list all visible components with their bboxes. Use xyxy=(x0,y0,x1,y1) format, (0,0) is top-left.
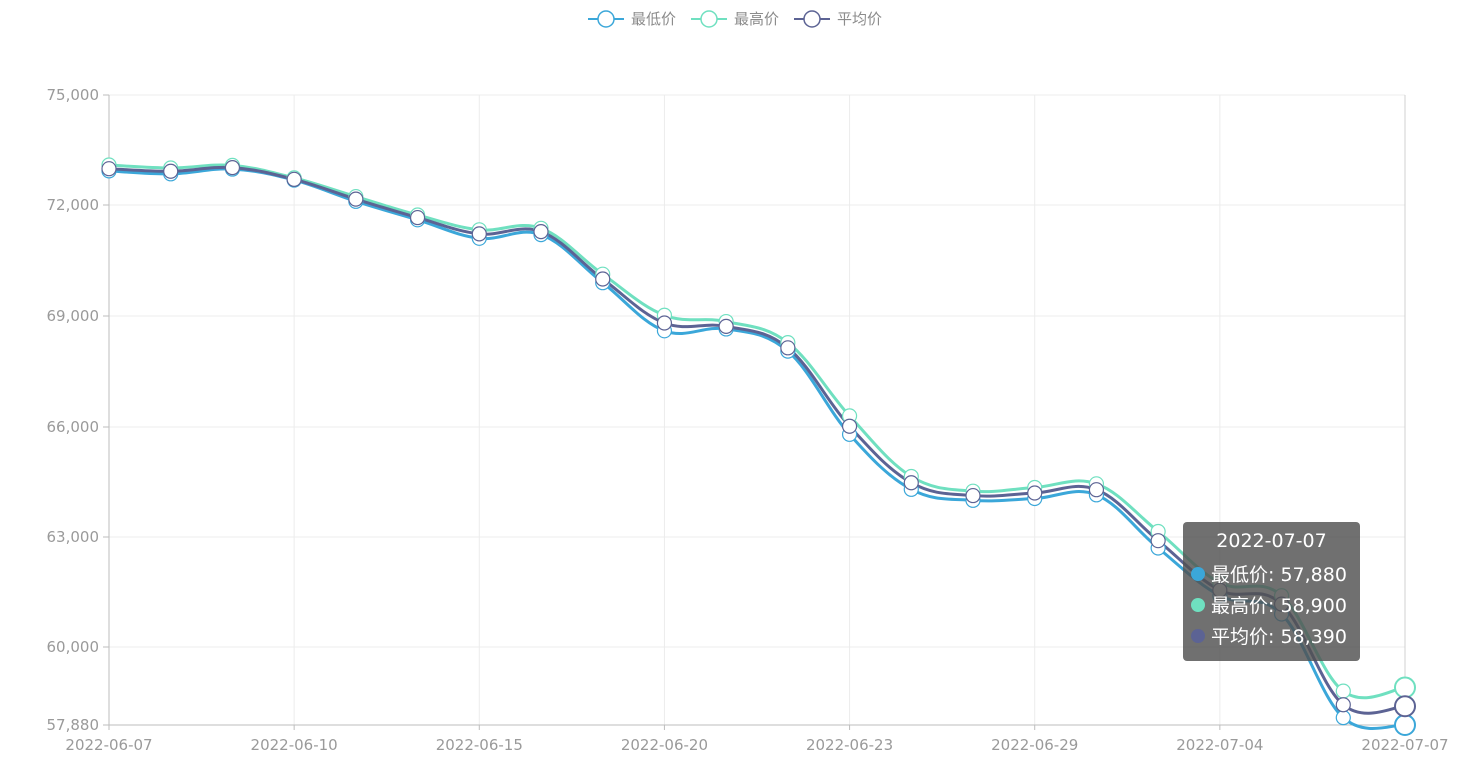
x-tick-label: 2022-06-20 xyxy=(621,736,708,754)
legend-item-high[interactable]: 最高价 xyxy=(690,8,779,29)
y-tick-label: 75,000 xyxy=(47,86,100,104)
data-point xyxy=(718,318,734,334)
data-point xyxy=(1088,482,1105,498)
data-point xyxy=(409,209,426,226)
x-tick-label: 2022-07-04 xyxy=(1176,736,1263,754)
data-point xyxy=(348,191,364,207)
tooltip-dot-low xyxy=(1191,566,1205,581)
data-point xyxy=(533,224,549,240)
tooltip-dot-high xyxy=(1191,597,1205,612)
tooltip-row-high: 最高价: 58,900 xyxy=(1191,589,1360,620)
x-tick-label: 2022-06-07 xyxy=(65,736,152,754)
legend: 最低价 最高价 平均价 xyxy=(0,8,1469,29)
data-point xyxy=(1027,485,1043,501)
data-point xyxy=(286,171,302,187)
data-point xyxy=(1335,697,1351,713)
data-point xyxy=(1150,533,1166,549)
y-tick-label: 60,000 xyxy=(47,638,100,656)
x-tick-label: 2022-06-15 xyxy=(436,736,523,754)
data-point xyxy=(101,161,117,177)
y-tick-label: 69,000 xyxy=(47,307,100,325)
legend-label-avg: 平均价 xyxy=(837,10,883,28)
x-tick-label: 2022-07-07 xyxy=(1361,736,1448,754)
x-tick-label: 2022-06-23 xyxy=(806,736,893,754)
data-point xyxy=(595,271,611,287)
data-point xyxy=(965,487,981,504)
legend-item-avg[interactable]: 平均价 xyxy=(793,8,882,29)
tooltip-row-avg: 平均价: 58,390 xyxy=(1191,620,1360,651)
legend-avg-icon xyxy=(794,9,830,28)
y-tick-label: 57,880 xyxy=(47,716,100,734)
legend-low-icon xyxy=(587,9,624,28)
data-point xyxy=(1335,683,1351,699)
tooltip-text-low: 最低价: 57,880 xyxy=(1211,564,1347,586)
data-point xyxy=(656,315,673,331)
data-point xyxy=(163,163,179,179)
tooltip: 2022-07-07 最低价: 57,880 最高价: 58,900 平均价: … xyxy=(1183,522,1360,661)
tooltip-row-low: 最低价: 57,880 xyxy=(1191,558,1360,589)
y-tick-label: 66,000 xyxy=(47,418,100,436)
y-tick-label: 63,000 xyxy=(47,528,100,546)
tooltip-title: 2022-07-07 xyxy=(1216,530,1327,552)
data-point xyxy=(1394,676,1416,699)
data-point xyxy=(841,418,858,434)
tooltip-text-avg: 平均价: 58,390 xyxy=(1211,626,1347,648)
tooltip-text-high: 最高价: 58,900 xyxy=(1211,595,1347,617)
data-point xyxy=(903,475,919,491)
data-point xyxy=(1394,714,1416,736)
data-point xyxy=(1335,710,1351,726)
legend-item-low[interactable]: 最低价 xyxy=(587,8,676,29)
x-tick-label: 2022-06-29 xyxy=(991,736,1078,754)
tooltip-dot-avg xyxy=(1191,628,1205,643)
legend-label-low: 最低价 xyxy=(630,10,676,28)
data-point xyxy=(471,226,487,242)
x-tick-label: 2022-06-10 xyxy=(251,736,338,754)
legend-high-icon xyxy=(690,9,727,28)
legend-label-high: 最高价 xyxy=(733,10,779,28)
data-point xyxy=(1394,695,1416,718)
data-point xyxy=(780,340,796,356)
y-tick-label: 72,000 xyxy=(47,196,100,214)
data-point xyxy=(224,160,241,176)
